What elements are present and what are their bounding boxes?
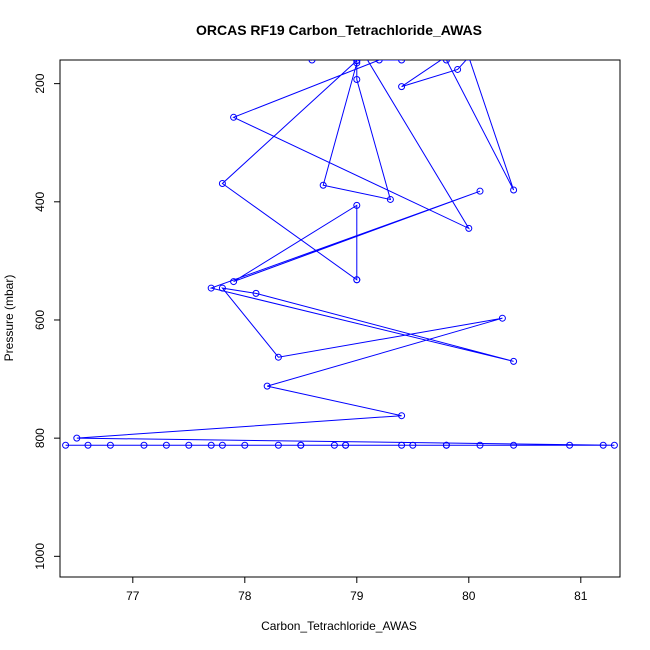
data-point: [230, 278, 238, 286]
y-tick-label: 200: [33, 73, 47, 93]
data-point: [599, 441, 607, 449]
series-marks: [62, 0, 618, 449]
data-point: [218, 179, 226, 187]
data-point: [263, 382, 271, 390]
data-point: [454, 65, 462, 73]
data-point: [398, 441, 406, 449]
plot-frame: [59, 59, 621, 578]
x-axis: 77 78 79 80 81: [126, 577, 588, 603]
x-axis-label: Carbon_Tetrachloride_AWAS: [261, 619, 417, 633]
data-point: [353, 76, 361, 83]
data-point: [499, 16, 505, 22]
data-point: [353, 201, 361, 209]
data-point: [398, 60, 406, 64]
data-point: [319, 181, 327, 189]
y-tick-label: 1000: [33, 543, 47, 570]
data-point: [241, 441, 249, 449]
data-point: [162, 441, 170, 449]
data-point: [308, 60, 316, 64]
data-point: [442, 60, 450, 64]
data-point: [253, 10, 259, 16]
x-tick-label: 81: [574, 589, 588, 603]
data-point: [510, 441, 518, 449]
data-point: [342, 441, 350, 449]
data-point: [566, 441, 574, 449]
data-point: [106, 441, 114, 449]
data-point: [442, 441, 450, 449]
data-point: [207, 441, 215, 449]
data-point: [207, 284, 215, 292]
data-point: [455, 0, 461, 4]
data-point: [398, 83, 406, 91]
x-tick-label: 80: [462, 589, 476, 603]
data-point: [353, 60, 361, 67]
data-point: [498, 314, 506, 322]
data-point: [476, 187, 484, 195]
y-axis: 200 400 600 800 1000: [33, 73, 60, 570]
data-point: [297, 441, 305, 449]
data-point: [354, 39, 360, 45]
data-point: [353, 60, 361, 65]
data-point: [185, 441, 193, 449]
x-tick-label: 78: [238, 589, 252, 603]
y-axis-label: Pressure (mbar): [2, 275, 16, 362]
y-tick-label: 600: [33, 310, 47, 330]
y-tick-label: 800: [33, 428, 47, 448]
data-point: [375, 60, 383, 64]
data-point: [62, 441, 70, 449]
data-point: [353, 276, 361, 284]
data-point: [386, 195, 394, 203]
data-point: [218, 284, 226, 292]
data-point: [252, 289, 260, 297]
data-point: [398, 412, 406, 420]
data-point: [218, 441, 226, 449]
x-tick-label: 77: [126, 589, 140, 603]
data-point: [274, 353, 282, 361]
series-line: [65, 60, 615, 446]
data-point: [610, 441, 618, 449]
data-point: [466, 60, 471, 61]
data-point: [330, 441, 338, 449]
data-point: [409, 441, 417, 449]
data-point: [465, 224, 473, 232]
data-point: [510, 186, 518, 194]
data-point: [84, 441, 92, 449]
data-point: [476, 441, 484, 449]
data-point: [274, 441, 282, 449]
data-point: [510, 357, 518, 365]
data-point: [443, 16, 449, 22]
x-tick-label: 79: [350, 589, 364, 603]
data-point: [376, 0, 382, 4]
y-tick-label: 400: [33, 191, 47, 211]
data-point: [73, 434, 81, 442]
data-point: [140, 441, 148, 449]
chart-title: ORCAS RF19 Carbon_Tetrachloride_AWAS: [196, 22, 482, 38]
data-point: [230, 113, 238, 121]
